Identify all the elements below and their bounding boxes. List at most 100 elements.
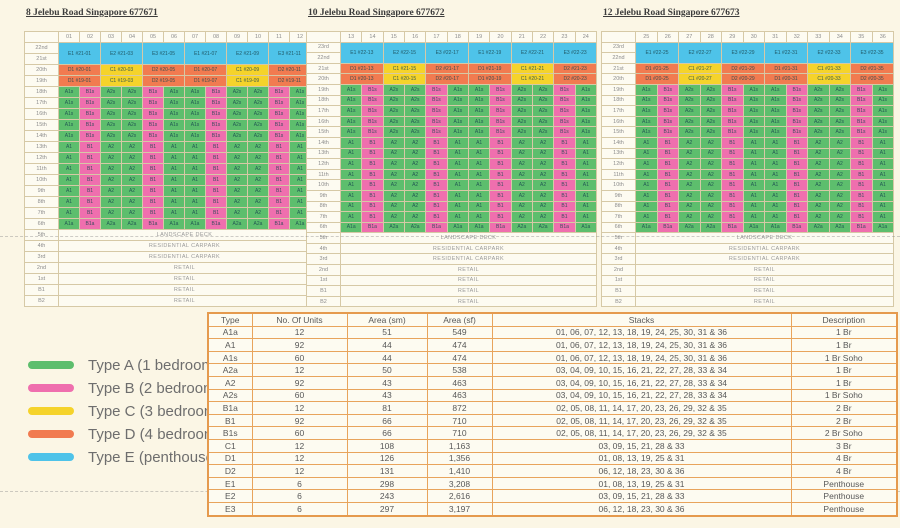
table-cell: 02, 05, 08, 11, 14, 17, 20, 23, 26, 29, … — [491, 401, 792, 415]
unit-cell: B1s — [785, 94, 808, 107]
unit-cell: A2 — [121, 174, 143, 186]
table-cell: D2 — [207, 464, 253, 478]
unit-cell: A2a — [699, 221, 722, 234]
building-title: 8 Jelebu Road Singapore 677671 — [26, 8, 158, 18]
penthouse-unit-cell: E3 #22-17 — [425, 41, 469, 64]
stack-number: 22 — [531, 31, 555, 43]
unit-cell-merged: C1 #20-33 — [807, 73, 851, 85]
table-cell: 463 — [426, 388, 493, 403]
unit-cell: A2s — [226, 97, 248, 109]
unit-cell: B1 — [850, 136, 873, 149]
floor-row: 3rd RESIDENTIAL CARPARK — [306, 253, 597, 266]
unit-cell: B1 — [553, 211, 576, 223]
unit-cell: B1s — [489, 105, 512, 117]
unit-cell: B1 — [268, 152, 290, 164]
unit-cell: B1s — [553, 115, 576, 128]
unit-cell: A2 — [678, 168, 701, 181]
facility-cell: RESIDENTIAL CARPARK — [58, 240, 311, 252]
unit-cell: A2 — [403, 179, 427, 191]
unit-cell-merged: C1 #19-09 — [226, 75, 269, 87]
unit-cell: B1a — [268, 218, 290, 230]
unit-cell: B1s — [79, 119, 101, 131]
unit-cell: A1 — [467, 189, 491, 202]
stack-number: 06 — [163, 31, 185, 43]
unit-cell-merged: D1 #19-01 — [58, 75, 101, 87]
stack-number: 01 — [58, 31, 80, 43]
table-cell: 1,356 — [426, 451, 493, 466]
unit-cell: B1 — [79, 152, 101, 164]
unit-cell-merged: C1 #21-15 — [382, 62, 427, 75]
unit-cell: B1 — [850, 211, 873, 223]
floor-label: 22nd — [601, 52, 636, 64]
floor-label: 3rd — [306, 253, 341, 266]
unit-cell: B1s — [850, 115, 873, 128]
unit-cell: A2s — [382, 115, 405, 128]
unit-cell: A1 — [764, 136, 787, 149]
stack-number: 31 — [764, 31, 787, 43]
unit-cell: A1a — [742, 221, 765, 234]
unit-cell: A2 — [678, 189, 701, 202]
unit-cell: A1s — [184, 97, 206, 109]
facility-cell: RETAIL — [58, 262, 311, 274]
unit-cell: A1 — [467, 179, 491, 191]
unit-cell: A2 — [807, 200, 830, 213]
stack-number: 15 — [382, 31, 405, 43]
table-cell: 92 — [251, 338, 348, 352]
unit-cell: A1 — [339, 189, 363, 202]
unit-cell: A1s — [742, 126, 765, 138]
table-cell: A1a — [207, 325, 253, 340]
unit-cell: B1s — [489, 83, 512, 96]
floor-label: 9th — [306, 189, 341, 202]
unit-cell: A2s — [531, 105, 555, 117]
floor-label: 12th — [24, 152, 59, 164]
unit-cell: A1 — [574, 189, 598, 202]
unit-cell: A2 — [247, 174, 269, 186]
table-cell: 1 Br Soho — [790, 350, 898, 365]
unit-cell: A2 — [828, 200, 851, 213]
unit-cell: A2 — [828, 147, 851, 160]
table-cell: 474 — [426, 338, 493, 352]
stack-number: 03 — [100, 31, 122, 43]
unit-cell: A2s — [807, 94, 830, 107]
unit-cell: A1 — [446, 136, 469, 149]
stack-number: 14 — [361, 31, 384, 43]
facility-cell: RETAIL — [635, 295, 894, 308]
floor-label: 18th — [601, 94, 636, 107]
unit-cell: A2 — [510, 158, 533, 170]
table-cell: 01, 06, 07, 12, 13, 18, 19, 24, 25, 30, … — [491, 350, 792, 365]
stack-number: 09 — [226, 31, 248, 43]
penthouse-unit-cell: E3 #22-29 — [721, 41, 765, 64]
unit-cell: A1s — [467, 105, 491, 117]
table-cell: 6 — [251, 489, 348, 503]
table-cell: 01, 08, 13, 19, 25 & 31 — [491, 451, 792, 466]
unit-cell-merged: C1 #20-27 — [678, 73, 722, 85]
unit-cell: A2s — [382, 94, 405, 107]
unit-cell-merged: D1 #20-13 — [340, 73, 384, 85]
unit-cell: A2 — [828, 211, 851, 223]
unit-cell: B1 — [656, 168, 679, 181]
unit-cell: A2s — [699, 115, 722, 128]
facility-cell: RETAIL — [58, 273, 311, 285]
unit-cell: A2 — [510, 179, 533, 191]
unit-cell: A2 — [678, 179, 701, 191]
floor-label: 3rd — [24, 251, 59, 263]
unit-cell: A1s — [574, 83, 598, 96]
table-cell: 60 — [251, 426, 348, 440]
unit-cell: A1s — [163, 108, 185, 120]
floor-label: 16th — [306, 115, 341, 128]
unit-cell: A2s — [121, 97, 143, 109]
unit-cell: A1 — [446, 179, 469, 191]
unit-cell: B1 — [489, 211, 512, 223]
floor-label: 16th — [24, 108, 59, 120]
unit-cell: A1 — [635, 147, 658, 160]
floor-row: 8th A1 B1 A2 A2 B1 A1 A1 B1 A2 A2 B1 A1 — [306, 200, 598, 213]
legend-label: Type C (3 bedroom) — [88, 402, 222, 420]
unit-cell: B1s — [361, 115, 384, 128]
unit-cell: A2a — [828, 221, 851, 234]
table-cell: 3,197 — [426, 501, 493, 517]
table-cell: 131 — [346, 464, 428, 478]
unit-cell: A2a — [678, 221, 701, 234]
unit-cell: B1 — [268, 141, 290, 153]
unit-cell: B1s — [79, 97, 101, 109]
floor-label: 2nd — [601, 264, 636, 276]
